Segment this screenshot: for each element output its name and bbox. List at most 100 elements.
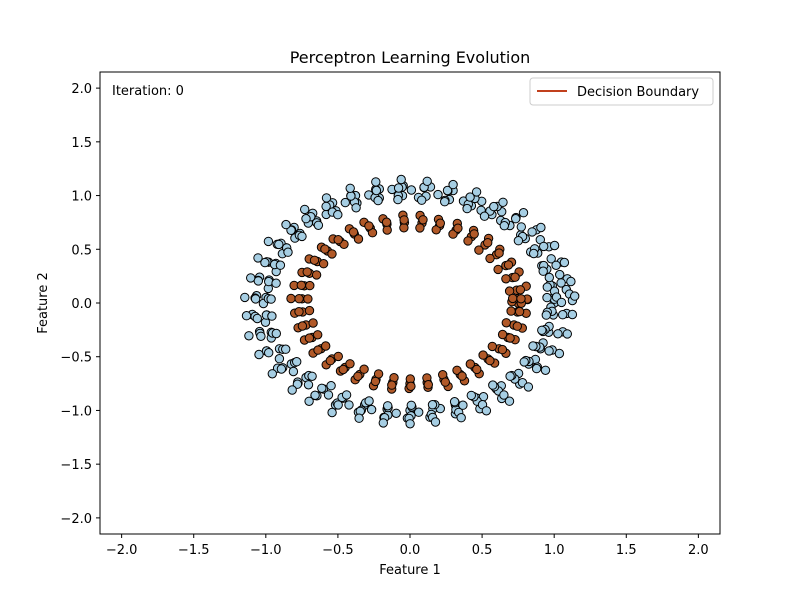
outer-data-point xyxy=(354,413,364,423)
inner-data-point xyxy=(364,221,374,231)
inner-data-point xyxy=(325,356,335,366)
inner-data-point xyxy=(512,321,522,331)
inner-data-point xyxy=(423,380,433,390)
plot-frame xyxy=(99,71,721,535)
outer-data-point xyxy=(462,203,472,214)
inner-data-point xyxy=(415,223,425,233)
outer-data-point xyxy=(252,313,262,324)
inner-data-point xyxy=(501,274,511,284)
inner-data-point xyxy=(516,294,526,304)
outer-data-point xyxy=(449,397,460,407)
outer-data-point xyxy=(466,390,476,401)
outer-data-point xyxy=(442,185,453,196)
outer-data-point xyxy=(527,227,537,237)
outer-data-point xyxy=(553,329,563,339)
outer-data-point xyxy=(541,310,551,320)
y-tick-label: 1.0 xyxy=(71,190,92,205)
inner-data-point xyxy=(286,293,296,304)
outer-data-point xyxy=(406,185,417,195)
outer-data-point xyxy=(246,273,256,283)
outer-data-point xyxy=(321,193,332,203)
inner-data-point xyxy=(435,218,445,228)
outer-data-point xyxy=(301,214,311,224)
outer-data-point xyxy=(345,183,355,194)
points-layer xyxy=(240,174,580,429)
x-tick-label: −2.0 xyxy=(106,543,138,558)
outer-data-point xyxy=(538,266,548,276)
outer-data-point xyxy=(479,211,490,221)
inner-data-point xyxy=(338,364,348,375)
outer-data-point xyxy=(292,357,302,367)
outer-data-point xyxy=(304,396,314,406)
outer-data-point xyxy=(327,407,337,418)
outer-data-point xyxy=(393,194,403,205)
outer-data-point xyxy=(292,379,303,389)
outer-data-point xyxy=(373,195,383,206)
inner-data-point xyxy=(297,321,308,331)
inner-data-point xyxy=(399,223,409,233)
outer-data-point xyxy=(393,183,404,193)
inner-data-point xyxy=(382,225,392,235)
inner-data-point xyxy=(353,371,363,381)
outer-data-point xyxy=(274,354,285,364)
outer-data-point xyxy=(505,371,515,381)
inner-data-point xyxy=(303,294,313,304)
inner-data-point xyxy=(348,227,359,237)
x-axis-label: Feature 1 xyxy=(379,563,441,578)
inner-data-point xyxy=(431,225,441,235)
outer-data-point xyxy=(405,419,415,429)
outer-data-point xyxy=(559,257,570,268)
y-tick-label: 2.0 xyxy=(71,82,92,97)
outer-data-point xyxy=(518,208,529,218)
inner-data-point xyxy=(493,264,503,275)
outer-data-point xyxy=(456,413,466,423)
outer-data-point xyxy=(383,401,393,411)
outer-data-point xyxy=(417,195,427,205)
outer-data-point xyxy=(366,404,377,415)
outer-data-point xyxy=(340,197,350,208)
outer-data-point xyxy=(341,390,352,400)
inner-data-point xyxy=(327,249,337,259)
y-tick-label: 1.5 xyxy=(71,136,92,151)
inner-data-point xyxy=(448,229,458,239)
inner-data-point xyxy=(381,217,392,227)
iteration-annotation: Iteration: 0 xyxy=(112,84,184,99)
x-tick-label: 0.0 xyxy=(400,543,421,558)
x-tick-label: 0.5 xyxy=(472,543,493,558)
outer-data-point xyxy=(271,328,281,339)
inner-data-point xyxy=(353,234,364,244)
inner-data-point xyxy=(406,381,416,391)
inner-data-point xyxy=(313,330,323,340)
outer-data-point xyxy=(556,297,567,308)
outer-data-point xyxy=(544,272,554,283)
outer-data-point xyxy=(448,179,458,190)
inner-data-point xyxy=(514,306,525,317)
inner-data-point xyxy=(294,294,304,304)
inner-data-point xyxy=(296,280,306,290)
outer-data-point xyxy=(271,278,281,288)
outer-data-point xyxy=(536,222,546,233)
outer-data-point xyxy=(264,348,274,358)
inner-data-point xyxy=(457,371,467,381)
outer-data-point xyxy=(519,357,529,367)
inner-data-point xyxy=(304,305,315,316)
outer-data-point xyxy=(406,400,416,410)
legend: Decision Boundary xyxy=(529,77,714,106)
inner-data-point xyxy=(510,272,520,282)
outer-data-point xyxy=(267,369,277,379)
outer-data-point xyxy=(371,185,382,196)
inner-data-point xyxy=(387,380,397,390)
inner-data-point xyxy=(485,253,495,264)
inner-data-point xyxy=(465,359,475,369)
outer-data-point xyxy=(287,385,297,395)
outer-data-point xyxy=(440,197,450,207)
outer-data-point xyxy=(433,189,443,200)
x-tick-label: −1.5 xyxy=(178,543,210,558)
x-tick-label: −1.0 xyxy=(250,543,282,558)
ticks-layer: −2.0 −1.5 −1.0 −0.5 0.0 0.5 1.0 1.5 2.0 −2.0 −1.5 −… xyxy=(60,82,708,558)
outer-data-point xyxy=(323,390,334,400)
inner-data-point xyxy=(320,244,330,254)
outer-data-point xyxy=(351,203,361,213)
inner-data-point xyxy=(294,307,304,317)
